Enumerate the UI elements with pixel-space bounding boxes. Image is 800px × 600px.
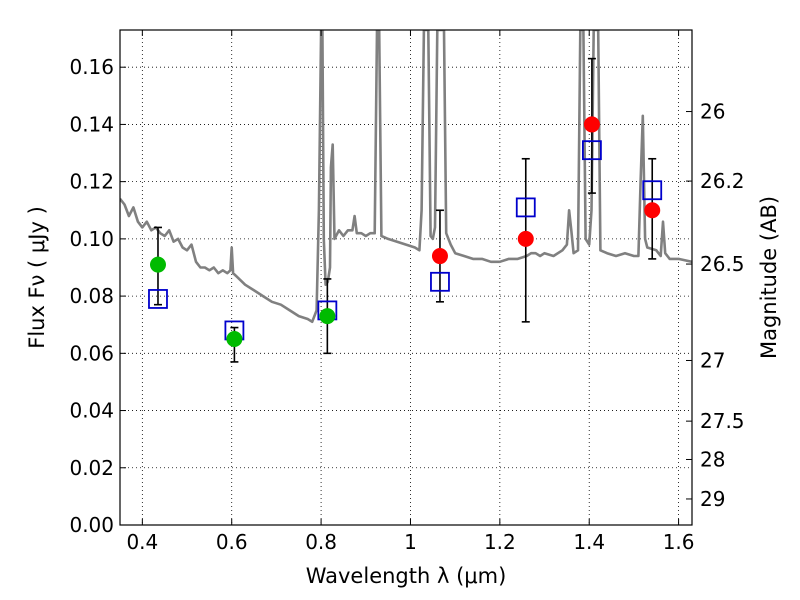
y-tick-label: 0.00 [69, 513, 114, 537]
y-tick-label: 0.04 [69, 399, 114, 423]
y2-tick-label: 27 [700, 348, 725, 372]
y-tick-label: 0.10 [69, 227, 114, 251]
observed-optical-point [226, 331, 243, 348]
model-spectrum [120, 30, 692, 324]
observed-nir-point [644, 202, 661, 219]
gridlines [120, 30, 692, 525]
y-tick-label: 0.02 [69, 456, 114, 480]
model-square-marker [642, 180, 663, 201]
y2-tick-label: 29 [700, 487, 725, 511]
x-tick-label: 1 [404, 530, 417, 554]
y2-tick-label: 27.5 [700, 409, 745, 433]
x-tick-label: 1.2 [484, 530, 516, 554]
y-tick-label: 0.06 [69, 341, 114, 365]
observed-optical-point [319, 308, 336, 325]
x-axis-label: Wavelength λ (μm) [306, 564, 507, 588]
x-tick-label: 0.6 [216, 530, 248, 554]
y-tick-label: 0.16 [69, 55, 114, 79]
data-markers [148, 116, 663, 348]
y-tick-label: 0.08 [69, 284, 114, 308]
model-square-marker [582, 140, 602, 161]
observed-nir-point [583, 116, 600, 133]
y-tick-label: 0.12 [69, 170, 114, 194]
axis-ticks [120, 30, 692, 526]
x-tick-label: 1.4 [573, 530, 605, 554]
plot-frame [119, 29, 693, 526]
x-tick-label: 0.4 [126, 530, 158, 554]
observed-nir-point [431, 248, 448, 265]
y-axis-label: Flux Fν ( μJy ) [25, 206, 49, 349]
model-square-marker [515, 197, 536, 218]
y2-tick-label: 26.2 [700, 169, 745, 193]
y2-tick-label: 28 [700, 447, 725, 471]
model-square-marker [148, 289, 168, 309]
spectrum-line [120, 30, 692, 324]
y2-axis-label: Magnitude (AB) [757, 196, 781, 359]
observed-optical-point [149, 256, 166, 273]
y-tick-label: 0.14 [69, 112, 114, 136]
observed-nir-point [517, 230, 534, 247]
x-tick-label: 1.6 [663, 530, 695, 554]
error-bars [153, 57, 657, 363]
y2-tick-label: 26 [700, 100, 725, 124]
tick-labels: 0.4 0.6 0.8 1 1.2 1.4 1.6 0.00 0.02 0.04 0.06 0.08 0… [69, 55, 744, 554]
x-tick-label: 0.8 [305, 530, 337, 554]
model-square-marker [430, 271, 450, 292]
y2-tick-label: 26.5 [700, 252, 745, 276]
